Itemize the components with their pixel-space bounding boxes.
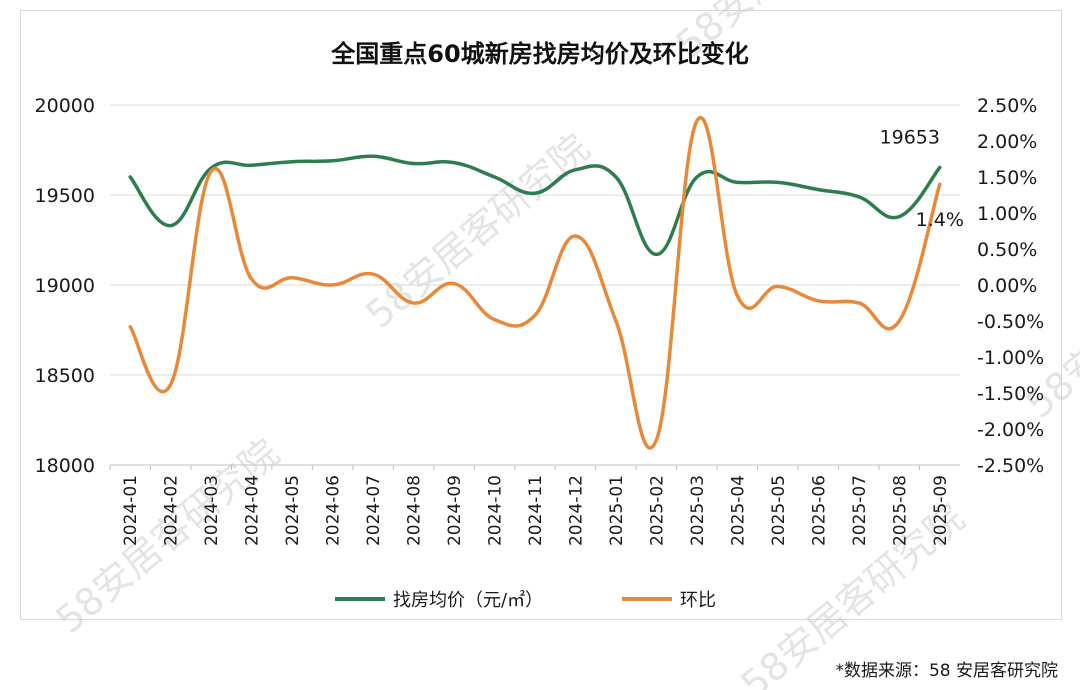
- category-label: 2025-05: [769, 475, 789, 546]
- left-tick-label: 18000: [35, 455, 95, 477]
- category-label: 2025-07: [850, 475, 870, 546]
- left-axis: 20000 19500 19000 18500 18000: [35, 95, 95, 477]
- category-label: 2024-09: [445, 475, 465, 546]
- legend-mom-label: 环比: [680, 590, 716, 611]
- x-axis: 2024-01 2024-02 2024-03 2024-04 2024-05 2024-…: [109, 465, 951, 546]
- right-tick-label: -1.50%: [977, 383, 1044, 405]
- category-label: 2025-06: [809, 475, 829, 546]
- right-tick-label: 1.00%: [977, 203, 1037, 225]
- category-label: 2024-02: [162, 475, 182, 546]
- category-label: 2025-09: [931, 475, 951, 546]
- right-axis: 2.50% 2.00% 1.50% 1.00% 0.50% 0.00% -0.50% -1.0…: [977, 95, 1044, 477]
- category-label: 2024-03: [202, 475, 222, 546]
- chart-frame: [20, 10, 1062, 620]
- watermarks: 58安居客研究院 58安居客研究院 58安居客研究院 58安居客研究院 58安居…: [48, 0, 1080, 690]
- series-lines: [128, 115, 942, 450]
- right-tick-label: -2.00%: [977, 419, 1044, 441]
- price-data-label: 19653: [880, 126, 940, 148]
- legend: 找房均价（元/㎡） 环比: [335, 589, 716, 611]
- right-tick-label: -1.00%: [977, 347, 1044, 369]
- category-label: 2025-08: [890, 475, 910, 546]
- category-label: 2024-01: [121, 475, 141, 546]
- source-note: *数据来源：58 安居客研究院: [835, 661, 1058, 681]
- left-tick-label: 20000: [35, 95, 95, 117]
- right-tick-label: 2.50%: [977, 95, 1037, 117]
- mom-data-label: 1.4%: [916, 209, 964, 231]
- annotations: 19653 1.4%: [880, 126, 964, 231]
- right-tick-label: -2.50%: [977, 455, 1044, 477]
- right-tick-label: -0.50%: [977, 311, 1044, 333]
- legend-price-label: 找房均价（元/㎡）: [393, 589, 543, 611]
- left-tick-label: 18500: [35, 365, 95, 387]
- right-tick-label: 1.50%: [977, 167, 1037, 189]
- right-tick-label: 0.00%: [977, 275, 1037, 297]
- grid: [110, 104, 960, 466]
- category-label: 2025-04: [728, 475, 748, 546]
- category-label: 2024-12: [566, 475, 586, 546]
- category-label: 2025-01: [607, 475, 627, 546]
- right-tick-label: 2.00%: [977, 131, 1037, 153]
- price-series-line: [128, 154, 942, 257]
- chart-title: 全国重点60城新房找房均价及环比变化: [330, 40, 748, 68]
- category-label: 2024-04: [243, 475, 263, 546]
- left-tick-label: 19500: [35, 185, 95, 207]
- category-label: 2024-07: [364, 475, 384, 546]
- right-tick-label: 0.50%: [977, 239, 1037, 261]
- category-label: 2025-03: [688, 475, 708, 546]
- category-label: 2024-10: [486, 475, 506, 546]
- category-label: 2024-06: [324, 475, 344, 546]
- category-label: 2025-02: [647, 475, 667, 546]
- category-label: 2024-11: [526, 475, 546, 546]
- category-label: 2024-08: [405, 475, 425, 546]
- left-tick-label: 19000: [35, 275, 95, 297]
- category-label: 2024-05: [283, 475, 303, 546]
